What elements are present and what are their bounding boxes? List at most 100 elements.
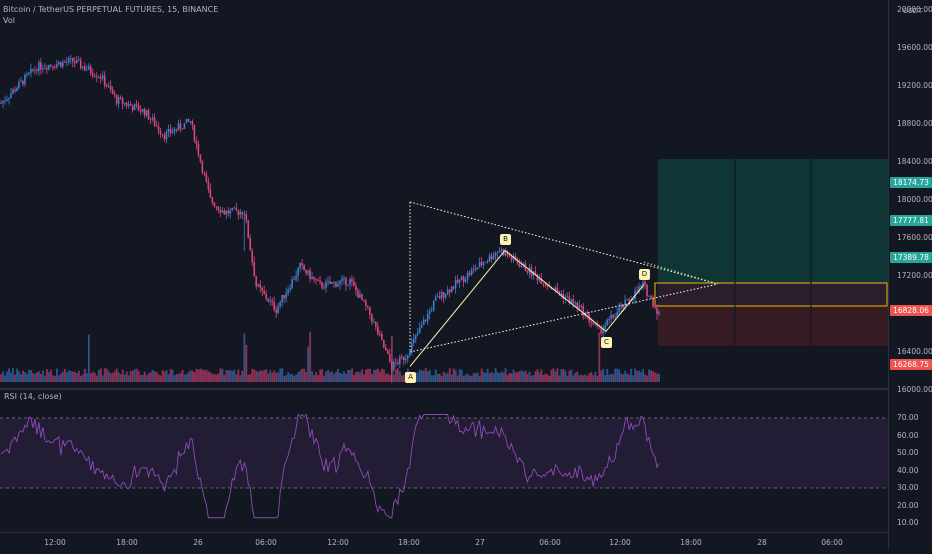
volume-bar — [135, 368, 138, 382]
volume-bar — [193, 371, 196, 382]
volume-bar — [77, 370, 80, 382]
candle — [261, 287, 264, 291]
candle — [173, 129, 176, 132]
candle — [131, 105, 134, 111]
volume-bar — [149, 372, 152, 382]
rsi-line — [0, 413, 660, 519]
candle — [87, 66, 90, 70]
candle — [636, 290, 638, 292]
volume-bar — [66, 372, 68, 382]
candle — [440, 292, 443, 299]
volume-bar — [554, 371, 557, 382]
candle — [367, 305, 369, 307]
candle — [478, 262, 481, 268]
candle — [77, 60, 80, 61]
volume-bar — [632, 375, 635, 382]
price-tag: 18174.73 — [890, 177, 932, 189]
candle — [444, 294, 447, 298]
candle — [81, 66, 84, 69]
candle — [624, 299, 626, 308]
volume-bar — [468, 375, 471, 382]
candle — [628, 299, 630, 301]
volume-bar — [105, 368, 108, 382]
volume-bar — [253, 369, 256, 382]
volume-bar — [319, 369, 322, 382]
pattern-point-b: B — [500, 234, 511, 246]
candle — [578, 305, 581, 309]
volume-bar — [648, 369, 651, 382]
candle — [121, 98, 124, 104]
volume-bar — [622, 374, 625, 382]
rsi-level-label: 50.00 — [897, 448, 919, 457]
candle — [193, 125, 196, 141]
volume-bar — [167, 374, 170, 382]
volume-bar — [309, 331, 312, 382]
volume-bar — [91, 371, 94, 382]
volume-bar — [311, 370, 314, 382]
volume-bar — [293, 375, 296, 382]
volume-bar — [81, 374, 84, 382]
volume-bar — [85, 373, 88, 382]
candle — [285, 293, 287, 299]
volume-bar — [83, 368, 86, 382]
price-label: 18000.00 — [897, 195, 932, 204]
candle — [508, 255, 511, 257]
candle — [141, 108, 144, 112]
candle — [229, 210, 232, 214]
candle — [520, 265, 523, 267]
volume-bar — [79, 375, 82, 382]
candle — [329, 281, 331, 284]
candle — [58, 62, 60, 65]
volume-bar — [205, 369, 208, 382]
candle — [73, 61, 76, 64]
volume-bar — [584, 374, 587, 382]
volume-bar — [0, 374, 2, 382]
volume-bar — [369, 368, 371, 382]
candle — [297, 268, 299, 276]
candle — [430, 310, 433, 311]
volume-bar — [576, 371, 579, 382]
candle — [355, 285, 357, 291]
candle — [46, 67, 48, 70]
volume-bar — [271, 372, 274, 382]
candle — [622, 304, 624, 308]
volume-bar — [235, 374, 238, 382]
volume-bar — [73, 371, 76, 382]
chart-title: Bitcoin / TetherUS PERPETUAL FUTURES, 15… — [3, 5, 219, 14]
volume-bar — [398, 371, 401, 382]
volume-bar — [656, 373, 659, 382]
candle — [395, 361, 397, 363]
volume-bar — [652, 371, 655, 382]
candle — [83, 66, 86, 70]
volume-bar — [606, 368, 609, 382]
candle — [652, 297, 654, 308]
candle — [4, 100, 6, 102]
volume-bar — [488, 373, 491, 382]
volume-bar — [161, 370, 164, 382]
volume-bar — [265, 369, 268, 382]
volume-bar — [530, 375, 533, 382]
volume-bar — [247, 374, 250, 382]
candle — [538, 278, 541, 281]
price-tag: 16268.75 — [890, 358, 932, 370]
volume-bar — [596, 375, 599, 382]
volume-bar — [207, 371, 210, 382]
candle — [56, 64, 58, 68]
candle — [654, 307, 656, 308]
volume-bar — [95, 375, 98, 382]
candle — [97, 77, 100, 78]
candle — [504, 252, 507, 256]
price-label: 17200.00 — [897, 271, 932, 281]
volume-bar — [474, 373, 477, 382]
candle — [28, 72, 30, 74]
candle — [353, 281, 355, 286]
volume-bar — [331, 371, 333, 382]
volume-bar — [578, 375, 581, 382]
candle — [119, 97, 122, 99]
candle — [111, 89, 114, 94]
candle — [54, 67, 56, 68]
candle — [428, 310, 431, 314]
candle — [303, 265, 305, 271]
